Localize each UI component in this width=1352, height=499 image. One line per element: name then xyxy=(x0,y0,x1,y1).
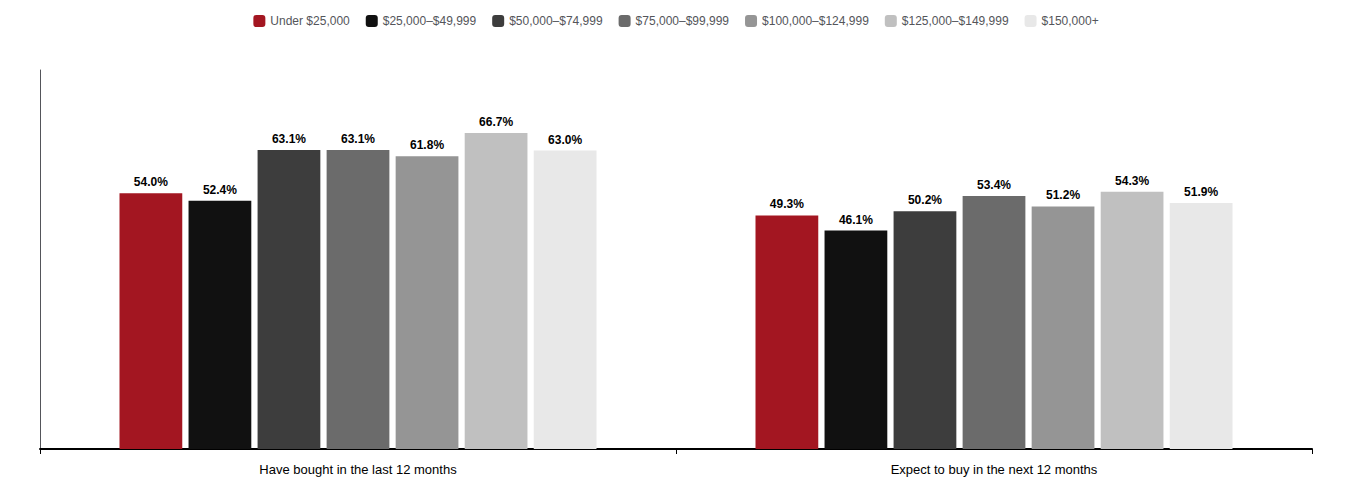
svg-text:46.1%: 46.1% xyxy=(839,213,873,227)
svg-text:63.1%: 63.1% xyxy=(341,132,375,146)
svg-text:50.2%: 50.2% xyxy=(908,193,942,207)
svg-text:Expect to buy in the next 12 m: Expect to buy in the next 12 months xyxy=(891,462,1098,477)
svg-text:51.2%: 51.2% xyxy=(1046,188,1080,202)
svg-text:51.9%: 51.9% xyxy=(1184,185,1218,199)
svg-text:63.1%: 63.1% xyxy=(272,132,306,146)
svg-text:$100,000–$124,999: $100,000–$124,999 xyxy=(762,14,869,28)
svg-text:66.7%: 66.7% xyxy=(479,115,513,129)
svg-text:49.3%: 49.3% xyxy=(770,197,804,211)
svg-text:$75,000–$99,999: $75,000–$99,999 xyxy=(636,14,730,28)
svg-text:Under $25,000: Under $25,000 xyxy=(270,14,350,28)
svg-text:$125,000–$149,999: $125,000–$149,999 xyxy=(902,14,1009,28)
svg-text:63.0%: 63.0% xyxy=(548,133,582,147)
svg-text:52.4%: 52.4% xyxy=(203,183,237,197)
svg-text:$150,000+: $150,000+ xyxy=(1042,14,1099,28)
svg-text:53.4%: 53.4% xyxy=(977,178,1011,192)
svg-text:Have bought in the last 12 mon: Have bought in the last 12 months xyxy=(259,462,457,477)
svg-text:$25,000–$49,999: $25,000–$49,999 xyxy=(383,14,477,28)
svg-text:$50,000–$74,999: $50,000–$74,999 xyxy=(509,14,603,28)
svg-text:54.0%: 54.0% xyxy=(134,175,168,189)
svg-text:54.3%: 54.3% xyxy=(1115,174,1149,188)
svg-text:61.8%: 61.8% xyxy=(410,138,444,152)
